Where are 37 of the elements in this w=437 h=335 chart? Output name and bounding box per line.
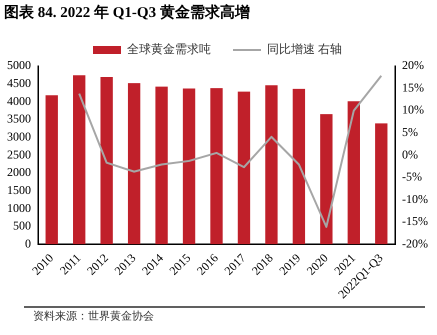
y-tick-label: 1000 [7,200,31,215]
y2-tick-label: -20% [402,236,428,250]
text: 资料来源：世界黄金协会 [33,309,154,322]
y2-tick-label: -15% [402,214,428,228]
y-tick-label: 4500 [7,76,31,90]
bar [210,88,223,244]
chart-title: 图表 84. 2022 年 Q1-Q3 黄金需求高增 [4,2,250,21]
bar [348,101,360,244]
y-tick-label: 3000 [7,129,31,144]
y2-tick-label: 15% [402,80,424,94]
y-tick-label: 5000 [7,58,31,72]
bar [128,83,140,244]
bar [73,75,86,244]
y2-tick-label: 0% [402,147,418,162]
y2-tick-label: -5% [402,170,422,184]
y2-tick-label: 20% [402,58,424,72]
bar [182,88,196,244]
bar [238,92,250,244]
bar [155,86,168,244]
bar [46,95,58,244]
y2-tick-label: 5% [402,125,418,140]
bar [265,85,278,244]
bar [320,114,333,244]
y-tick-label: 4000 [7,94,31,108]
legend-label: 同比增速 右轴 [267,42,342,56]
y-tick-label: 2000 [7,165,31,180]
y-tick-label: 1500 [7,182,31,197]
y-tick-label: 2500 [7,147,31,162]
y2-tick-label: -10% [402,192,428,206]
y-tick-label: 0 [25,236,31,250]
y-tick-label: 3500 [7,112,31,126]
legend-label: 全球黄金需求吨 [127,42,211,56]
bar [100,77,113,244]
bar [375,123,388,244]
y2-tick-label: 10% [402,102,424,117]
bar [292,88,306,244]
y-tick-label: 500 [13,218,31,233]
